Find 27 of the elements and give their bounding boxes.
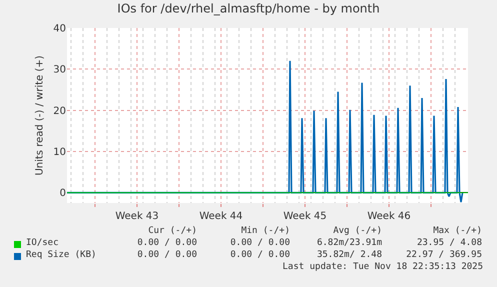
text: 0.00 / 0.00 [137, 250, 197, 260]
text: Max (-/+) [433, 226, 482, 236]
y-tick-label: 40 [53, 24, 66, 34]
text: 6.82m/23.91m [316, 238, 382, 248]
text: Avg (-/+) [333, 226, 382, 236]
y-tick-label: 20 [53, 106, 66, 117]
text: 35.82m/ 2.48 [316, 250, 382, 260]
legend-label: Req Size (KB) [26, 250, 96, 260]
line-series [67, 60, 464, 203]
x-tick-label: Week 46 [367, 211, 411, 222]
text: Cur (-/+) [148, 226, 197, 236]
text: 23.95 / 4.08 [416, 238, 482, 248]
x-tick-label: Week 44 [199, 211, 243, 222]
x-tick-label: Week 45 [283, 211, 327, 222]
text: 22.97 / 369.95 [406, 250, 482, 260]
text: 0.00 / 0.00 [230, 238, 290, 248]
text: 0.00 / 0.00 [137, 238, 197, 248]
chart-title: IOs for /dev/rhel_almasftp/home - by month [117, 2, 380, 16]
y-tick-label: 0 [60, 188, 66, 200]
y-tick-label: 10 [53, 147, 66, 158]
text: Last update: Tue Nov 18 22:35:13 2025 [282, 262, 483, 272]
y-axis-title: Units read (-) / write (+) [34, 55, 46, 176]
x-tick-label: Week 43 [115, 211, 159, 222]
text: Min (-/+) [241, 226, 290, 236]
y-tick-label: 30 [53, 64, 66, 76]
text: 0.00 / 0.00 [230, 250, 290, 260]
legend-label: IO/sec [26, 238, 59, 248]
